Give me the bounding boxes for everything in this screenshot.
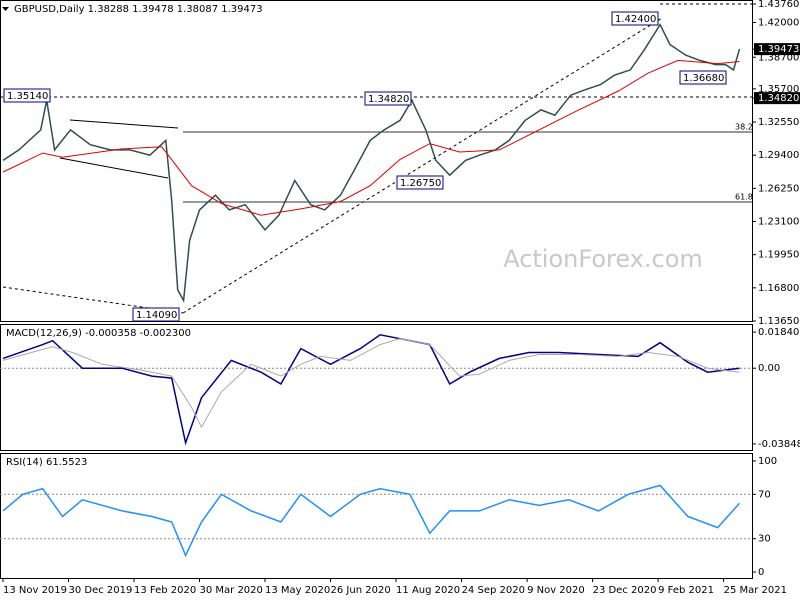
x-tick-label: 13 Nov 2019 [3, 585, 67, 596]
y-tick-label: 1.19950 [758, 250, 799, 261]
annotation: 38.2 [735, 123, 753, 132]
annotation: 1.14090 [136, 310, 177, 321]
y-tick-label: 1.23100 [758, 217, 799, 228]
channel-line [59, 157, 169, 179]
annotation: 1.42400 [615, 14, 656, 25]
x-tick-label: 13 May 2020 [265, 585, 330, 596]
annotation: 1.26750 [400, 178, 441, 189]
series-line [2, 338, 740, 429]
x-tick-label: 26 Jun 2020 [331, 585, 391, 596]
annotation-box [364, 91, 412, 106]
y-tick-label: 0.018403 [758, 327, 800, 338]
price-label-bg [754, 43, 800, 56]
series-line [2, 484, 741, 558]
y-tick-label: 1.26250 [758, 183, 799, 194]
y-tick-label: 1.32550 [758, 117, 799, 128]
channel-line [69, 119, 179, 129]
y-tick-label: 1.35700 [758, 84, 799, 95]
price-panel [0, 0, 753, 322]
trendlines [0, 3, 752, 314]
x-tick-label: 24 Sep 2020 [462, 585, 525, 596]
annotation-box [396, 175, 444, 190]
macd-panel [0, 324, 753, 451]
annotation-box [3, 88, 51, 103]
y-tick-label: 1.16800 [758, 283, 799, 294]
annotation-box [611, 11, 659, 26]
annotation-box [679, 70, 727, 85]
watermark: ActionForex.com [503, 245, 703, 273]
y-tick-label: 1.39473 [758, 44, 799, 55]
x-tick-label: 30 Mar 2020 [200, 585, 263, 596]
y-tick-label: -0.038483 [758, 439, 800, 450]
annotation-box [132, 307, 180, 322]
y-tick-label: 1.29400 [758, 150, 799, 161]
panel-title: GBPUSD,Daily 1.38288 1.39478 1.38087 1.3… [14, 4, 263, 15]
panel-title: MACD(12,26,9) -0.000358 -0.002300 [6, 328, 191, 339]
x-tick-label: 25 Mar 2021 [724, 585, 787, 596]
series-line [2, 23, 741, 303]
x-tick-label: 13 Feb 2020 [134, 585, 196, 596]
y-tick-label: 1.38700 [758, 52, 799, 63]
x-tick-label: 11 Aug 2020 [396, 585, 460, 596]
annotation: 1.36680 [683, 73, 724, 84]
price-label-bg [754, 92, 800, 105]
menu-arrow [2, 7, 9, 11]
y-tick-label: 100 [758, 456, 777, 467]
x-tick-label: 23 Dec 2020 [593, 585, 657, 596]
x-tick-label: 9 Feb 2021 [658, 585, 714, 596]
annotation: 61.8 [735, 193, 753, 202]
annotation: 1.34820 [368, 94, 409, 105]
series-line [2, 59, 740, 216]
annotation: 1.35140 [7, 91, 48, 102]
rsi-panel [0, 453, 753, 579]
y-tick-label: 1.13650 [758, 316, 799, 327]
y-tick-label: 30 [758, 534, 771, 545]
trendline [182, 17, 663, 314]
x-tick-label: 9 Nov 2020 [527, 585, 585, 596]
y-tick-label: 1.34820 [758, 93, 799, 104]
y-tick-label: 0 [758, 567, 764, 578]
y-tick-label: 1.42000 [758, 18, 799, 29]
y-tick-label: 0.00 [758, 363, 780, 374]
y-tick-label: 1.43760 [758, 0, 799, 10]
panel-title: RSI(14) 61.5523 [6, 457, 87, 468]
y-tick-label: 70 [758, 489, 771, 500]
series-line [2, 334, 740, 446]
x-tick-label: 30 Dec 2019 [68, 585, 132, 596]
